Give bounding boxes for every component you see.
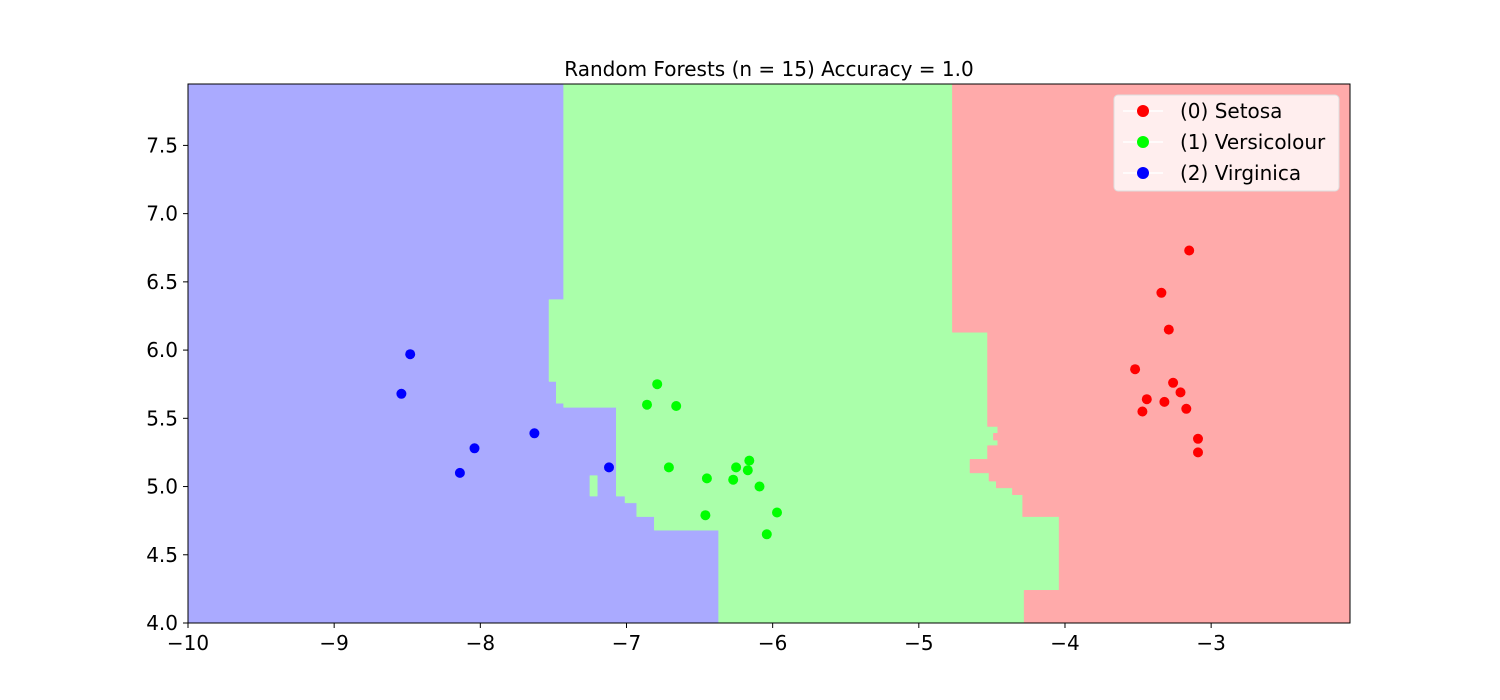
y-tick-label: 7.5 <box>146 133 178 157</box>
point-series-0-5 <box>1175 387 1186 398</box>
y-tick-label: 7.0 <box>146 202 178 226</box>
y-tick-label: 5.0 <box>146 475 178 499</box>
y-tick-label: 4.5 <box>146 543 178 567</box>
x-tick-label: −4 <box>1050 631 1079 655</box>
chart-title: Random Forests (n = 15) Accuracy = 1.0 <box>564 57 973 81</box>
point-series-0-2 <box>1163 324 1174 335</box>
point-series-0-7 <box>1159 396 1170 407</box>
legend-label: (2) Virginica <box>1180 161 1301 185</box>
point-series-1-4 <box>663 462 674 473</box>
y-axis: 4.0 4.5 5.0 5.5 6.0 6.5 7.0 7.5 <box>146 133 188 635</box>
point-series-1-0 <box>652 379 663 390</box>
point-series-1-3 <box>744 455 755 466</box>
point-series-2-4 <box>454 467 465 478</box>
legend-box <box>1113 94 1340 192</box>
decision-regions <box>187 83 1351 624</box>
point-series-2-2 <box>529 428 540 439</box>
x-tick-label: −10 <box>167 631 209 655</box>
point-series-0-3 <box>1130 364 1141 375</box>
region-class-0-3 <box>952 83 1351 624</box>
point-series-0-11 <box>1193 447 1203 458</box>
y-tick-label: 4.0 <box>146 611 178 635</box>
legend-marker <box>1137 105 1149 117</box>
plot-frame <box>187 83 1351 624</box>
point-series-0-10 <box>1193 433 1203 444</box>
x-tick-label: −6 <box>758 631 787 655</box>
x-tick-label: −3 <box>1196 631 1225 655</box>
x-tick-label: −7 <box>612 631 641 655</box>
legend-label: (0) Setosa <box>1180 99 1282 123</box>
x-tick-label: −8 <box>466 631 495 655</box>
point-series-1-7 <box>701 473 712 484</box>
legend-marker <box>1137 136 1149 148</box>
point-series-1-5 <box>731 462 742 473</box>
region-class-1-2 <box>589 475 598 497</box>
data-points <box>396 245 1203 540</box>
point-series-1-6 <box>742 465 753 476</box>
x-tick-label: −9 <box>319 631 348 655</box>
point-series-0-0 <box>1184 245 1195 256</box>
point-series-0-8 <box>1181 403 1192 414</box>
point-series-0-4 <box>1168 377 1179 388</box>
y-tick-label: 6.0 <box>146 338 178 362</box>
y-tick-label: 5.5 <box>146 406 178 430</box>
point-series-2-0 <box>405 349 416 360</box>
point-series-2-1 <box>396 388 407 399</box>
legend-label: (1) Versicolour <box>1180 130 1326 154</box>
point-series-0-1 <box>1156 287 1167 298</box>
legend-marker <box>1137 167 1149 179</box>
x-tick-label: −5 <box>904 631 933 655</box>
point-series-2-5 <box>604 462 614 473</box>
point-series-1-1 <box>642 399 652 410</box>
point-series-2-3 <box>469 443 480 454</box>
x-axis: −10 −9 −8 −7 −6 −5 −4 −3 <box>167 623 1226 655</box>
point-series-1-9 <box>754 481 765 492</box>
point-series-1-2 <box>671 401 682 411</box>
point-series-1-11 <box>700 510 711 521</box>
legend: (0) Setosa (1) Versicolour (2) Virginica <box>1113 94 1340 192</box>
point-series-1-10 <box>772 507 782 518</box>
point-series-1-12 <box>761 529 772 540</box>
point-series-0-6 <box>1141 394 1152 405</box>
point-series-0-9 <box>1137 406 1148 417</box>
y-tick-label: 6.5 <box>146 270 178 294</box>
point-series-1-8 <box>728 474 739 485</box>
